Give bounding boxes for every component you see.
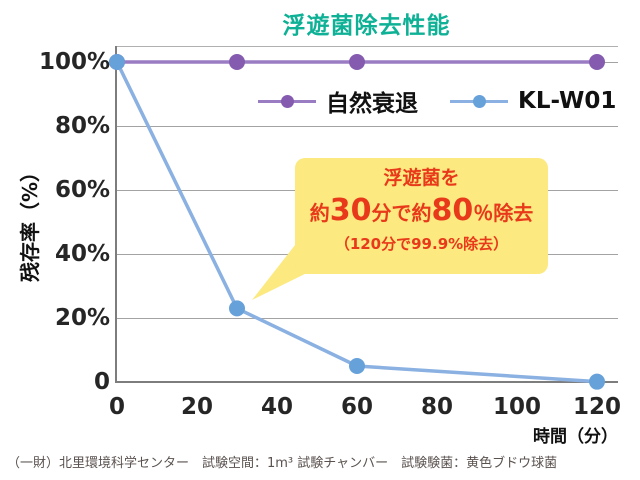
y-tick-20: 20%	[54, 305, 110, 331]
legend-label-natural-decay: 自然衰退	[326, 91, 418, 117]
x-tick-120: 120	[572, 394, 621, 420]
data-point	[349, 358, 365, 374]
x-tick-0: 0	[108, 394, 125, 420]
legend-dot-icon	[281, 95, 294, 108]
x-tick-20: 20	[180, 394, 213, 420]
legend-marker-klw01	[450, 94, 508, 108]
annotation-num-80: 80	[431, 193, 474, 228]
legend-item-natural-decay: 自然衰退	[258, 84, 418, 118]
annotation-num-30: 30	[329, 193, 372, 228]
plot-top-border	[115, 46, 618, 47]
chart-title: 浮遊菌除去性能	[282, 13, 451, 39]
x-axis-title: 時間（分）	[533, 427, 618, 447]
y-tick-40: 40%	[54, 241, 110, 267]
legend-dot-icon	[473, 95, 486, 108]
legend-marker-natural-decay	[258, 94, 316, 108]
y-tick-80: 80%	[54, 113, 110, 139]
x-axis-line	[115, 381, 618, 383]
annotation-line2: 約30分で約80％除去	[309, 193, 534, 228]
annotation-callout: 浮遊菌を 約30分で約80％除去 （120分で99.9%除去）	[295, 158, 548, 274]
x-tick-80: 80	[420, 394, 453, 420]
chart-legend: 自然衰退 KL-W01	[258, 84, 616, 118]
annotation-line3: （120分で99.9%除去）	[334, 235, 509, 253]
y-axis-title: 残存率（%）	[18, 161, 42, 283]
x-tick-40: 40	[260, 394, 293, 420]
y-axis-line	[115, 46, 117, 382]
data-point	[229, 300, 245, 317]
x-tick-60: 60	[340, 394, 373, 420]
y-tick-100: 100%	[38, 49, 110, 75]
footnote-test-conditions: （一財）北里環境科学センター 試験空間：1m³ 試験チャンバー 試験験菌：黄色ブ…	[7, 456, 558, 471]
annotation-line1: 浮遊菌を	[383, 167, 460, 189]
y-tick-0: 0	[93, 369, 110, 395]
x-tick-100: 100	[492, 394, 541, 420]
gridline-20	[117, 318, 618, 319]
y-tick-60: 60%	[54, 177, 110, 203]
legend-item-klw01: KL-W01	[450, 88, 616, 114]
gridline-100	[117, 62, 618, 63]
legend-label-klw01: KL-W01	[518, 88, 617, 114]
gridline-80	[117, 126, 618, 127]
